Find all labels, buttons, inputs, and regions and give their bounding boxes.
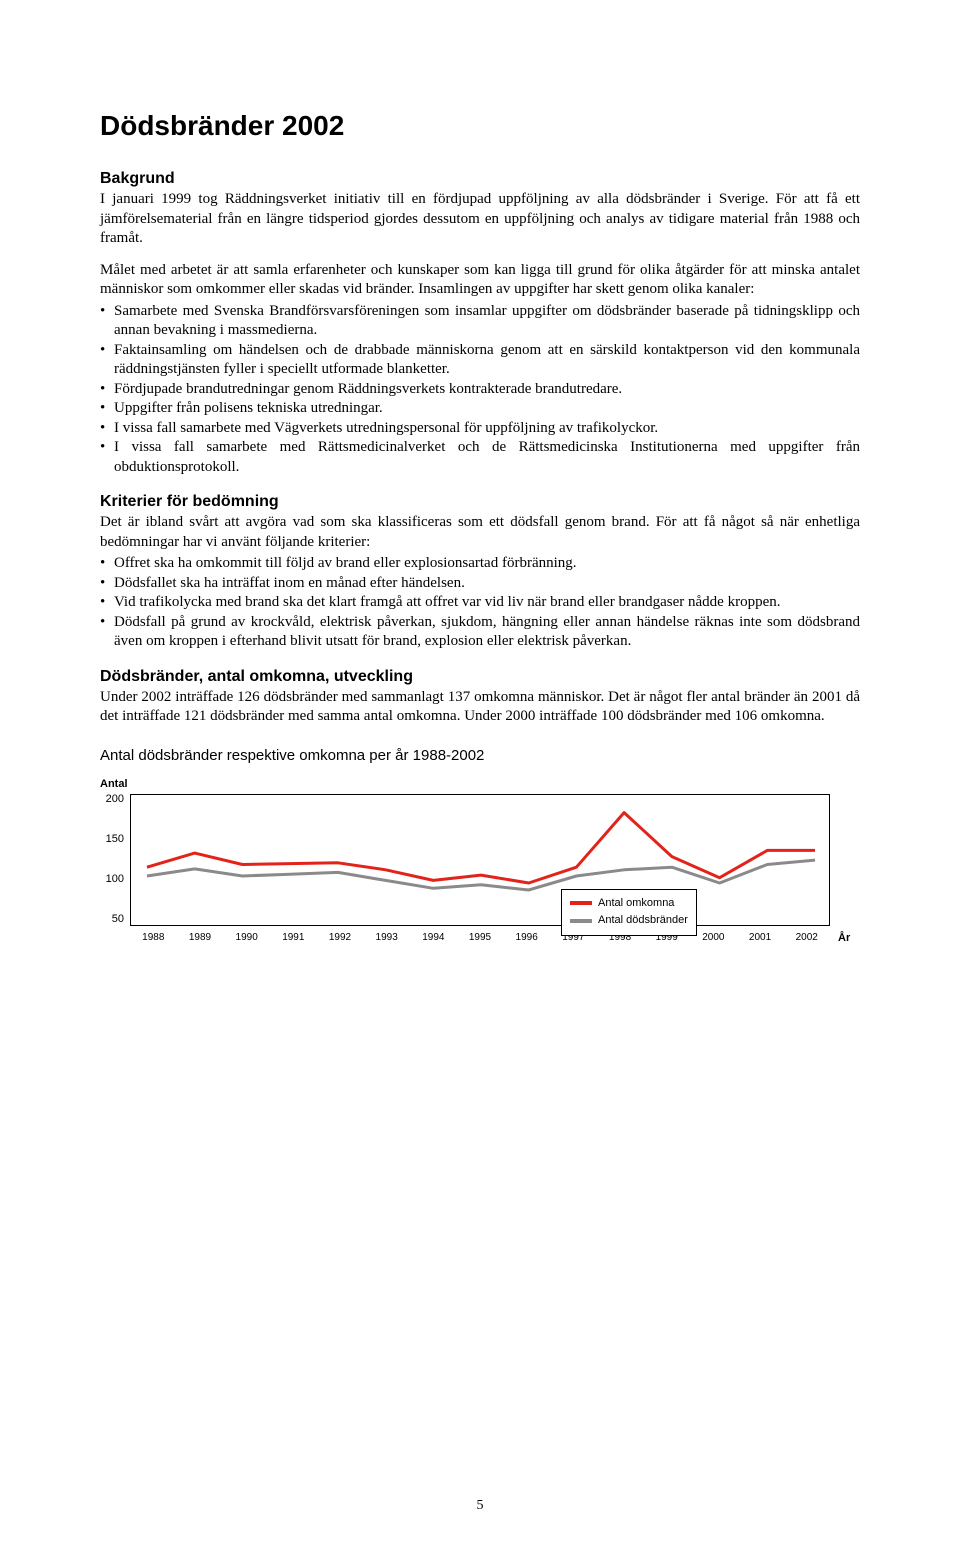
chart-title: Antal dödsbränder respektive omkomna per… — [100, 747, 860, 764]
section-heading-bakgrund: Bakgrund — [100, 170, 860, 188]
legend-item: Antal dödsbränder — [570, 912, 688, 930]
section-heading-kriterier: Kriterier för bedömning — [100, 493, 860, 511]
legend-label: Antal dödsbränder — [598, 912, 688, 930]
bullet-list: Samarbete med Svenska Brandförsvarsfören… — [100, 302, 860, 478]
paragraph: Målet med arbetet är att samla erfarenhe… — [100, 261, 860, 300]
bullet-item: Faktainsamling om händelsen och de drabb… — [100, 341, 860, 380]
legend-label: Antal omkomna — [598, 895, 674, 913]
page-title: Dödsbränder 2002 — [100, 110, 860, 142]
chart-lines — [131, 795, 831, 927]
chart-legend: Antal omkomnaAntal dödsbränder — [561, 889, 697, 936]
section-heading-utveckling: Dödsbränder, antal omkomna, utveckling — [100, 668, 860, 686]
bullet-item: Uppgifter från polisens tekniska utredni… — [100, 399, 860, 419]
legend-swatch — [570, 919, 592, 923]
paragraph: I januari 1999 tog Räddningsverket initi… — [100, 190, 860, 249]
bullet-item: Offret ska ha omkommit till följd av bra… — [100, 554, 860, 574]
bullet-item: Samarbete med Svenska Brandförsvarsfören… — [100, 302, 860, 341]
bullet-item: I vissa fall samarbete med Vägverkets ut… — [100, 419, 860, 439]
bullet-item: Dödsfallet ska ha inträffat inom en måna… — [100, 574, 860, 594]
bullet-item: Vid trafikolycka med brand ska det klart… — [100, 593, 860, 613]
legend-item: Antal omkomna — [570, 895, 688, 913]
paragraph: Under 2002 inträffade 126 dödsbränder me… — [100, 688, 860, 727]
page-number: 5 — [0, 1498, 960, 1514]
x-ticks: 1988198919901991199219931994199519961997… — [130, 926, 830, 943]
chart-plot: Antal omkomnaAntal dödsbränder — [130, 794, 830, 926]
chart-container: Antal 20015010050 Antal omkomnaAntal död… — [100, 778, 860, 944]
bullet-item: I vissa fall samarbete med Rättsmedicina… — [100, 438, 860, 477]
x-axis-label: År — [830, 926, 850, 944]
y-axis-label: Antal — [100, 778, 860, 790]
legend-swatch — [570, 901, 592, 905]
bullet-item: Dödsfall på grund av krockvåld, elektris… — [100, 613, 860, 652]
bullet-item: Fördjupade brandutredningar genom Räddni… — [100, 380, 860, 400]
y-ticks: 20015010050 — [100, 794, 130, 926]
bullet-list: Offret ska ha omkommit till följd av bra… — [100, 554, 860, 652]
paragraph: Det är ibland svårt att avgöra vad som s… — [100, 513, 860, 552]
